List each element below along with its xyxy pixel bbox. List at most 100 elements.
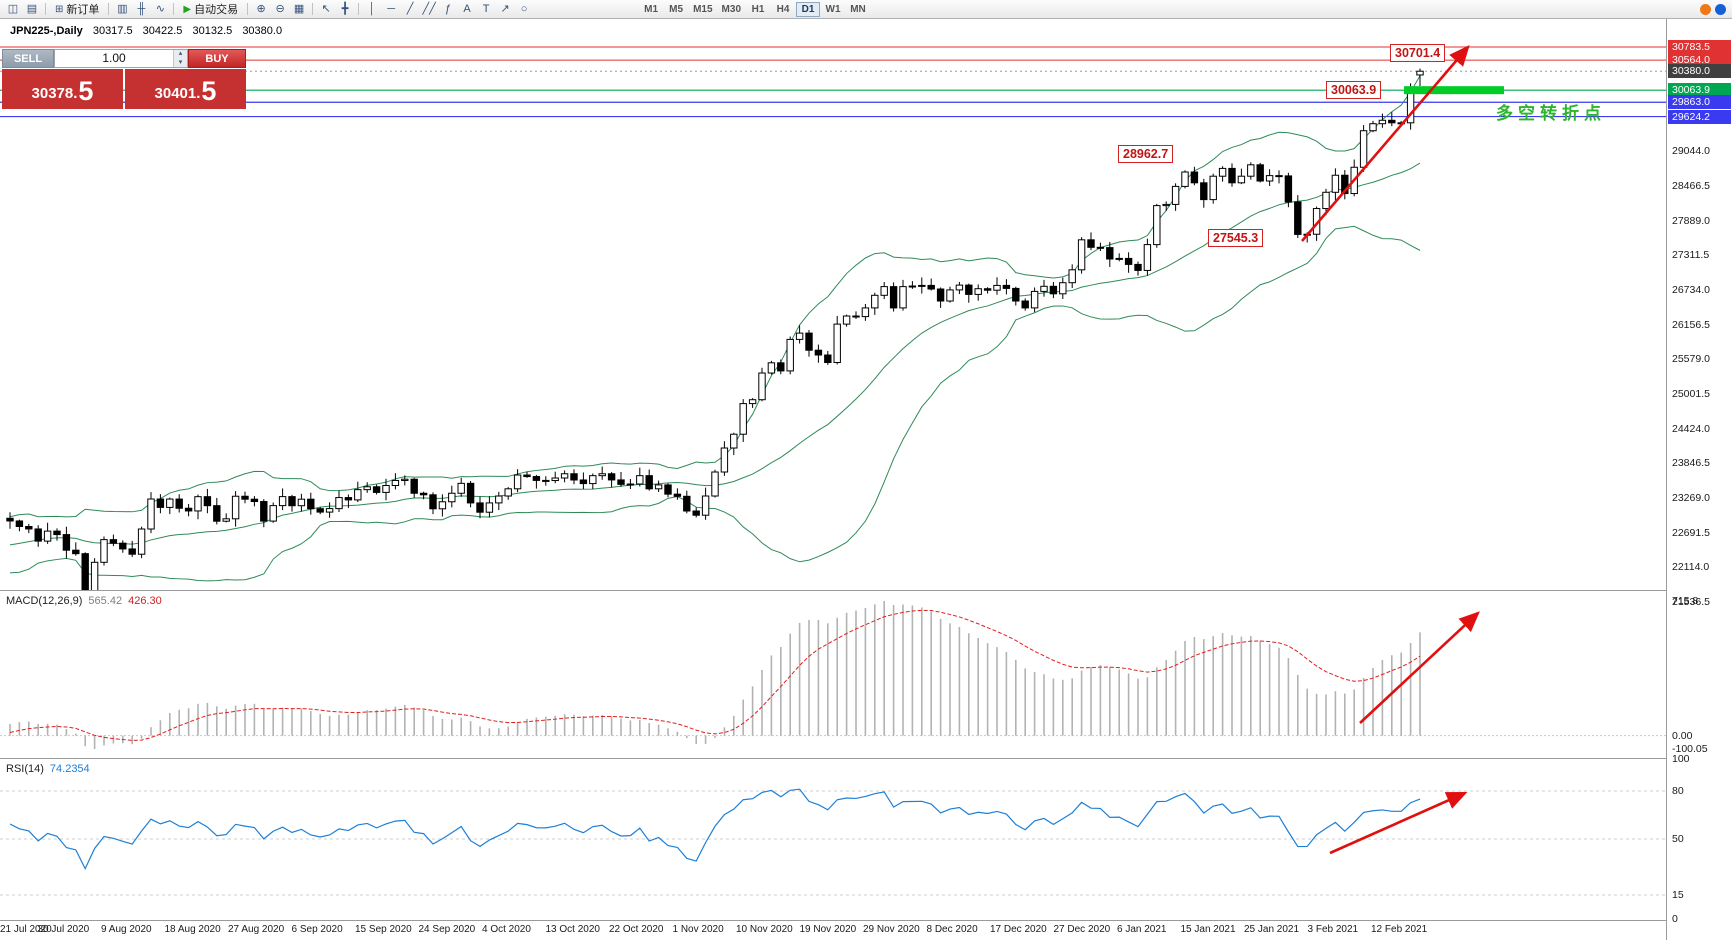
date-label: 9 Aug 2020 xyxy=(101,924,152,935)
play-icon: ▶ xyxy=(183,3,192,15)
sell-button[interactable]: SELL xyxy=(2,49,54,68)
date-label: 6 Jan 2021 xyxy=(1117,924,1167,935)
timeframe-mn[interactable]: MN xyxy=(846,2,870,17)
new-chart-icon[interactable]: ◫ xyxy=(7,2,19,15)
buy-price-button[interactable]: 30401. 5 xyxy=(125,69,246,109)
timeframe-m5[interactable]: M5 xyxy=(664,2,688,17)
sell-price-button[interactable]: 30378. 5 xyxy=(2,69,123,109)
arrow-tool-icon[interactable]: ↗ xyxy=(500,2,510,15)
trendline-icon[interactable]: ╱ xyxy=(406,2,414,15)
horizontal-line-icon[interactable]: ─ xyxy=(387,2,395,15)
bar-chart-icon[interactable]: ▥ xyxy=(117,2,128,15)
buy-button[interactable]: BUY xyxy=(188,49,246,68)
date-label: 27 Dec 2020 xyxy=(1053,924,1111,935)
toolbar-right-group xyxy=(1700,3,1728,15)
time-axis: 21 Jul 2020 30 Jul 2020 9 Aug 2020 18 Aug 2… xyxy=(0,921,1666,940)
timeframe-h1[interactable]: H1 xyxy=(746,2,770,17)
text-tool-icon[interactable]: A xyxy=(463,2,471,15)
rsi-indicator-label: RSI(14) 74.2354 xyxy=(6,763,90,775)
toolbar-separator xyxy=(45,3,46,15)
timeframe-d1[interactable]: D1 xyxy=(796,1,820,17)
price-tick: 26156.5 xyxy=(1672,318,1710,331)
timeframe-m1[interactable]: M1 xyxy=(639,2,663,17)
cursor-icon[interactable]: ↖ xyxy=(321,2,331,15)
crosshair-icon[interactable]: ╋ xyxy=(341,2,349,15)
panel-splitter[interactable] xyxy=(0,758,1732,759)
buy-price-pip: 5 xyxy=(201,76,217,106)
timeframe-w1[interactable]: W1 xyxy=(821,2,845,17)
volume-spinner: ▴ ▾ xyxy=(173,50,187,67)
volume-increase-button[interactable]: ▴ xyxy=(174,50,187,59)
price-callout[interactable]: 30701.4 xyxy=(1390,44,1446,62)
date-label: 10 Nov 2020 xyxy=(736,924,793,935)
shapes-tool-icon[interactable]: ○ xyxy=(520,2,528,15)
volume-input[interactable]: 1.00 ▴ ▾ xyxy=(54,49,188,68)
date-label: 6 Sep 2020 xyxy=(291,924,343,935)
date-label: 21 Jul 2020 xyxy=(0,924,52,935)
auto-trading-button[interactable]: ▶ 自动交易 xyxy=(178,1,243,17)
bar-high-value: 30422.5 xyxy=(142,25,183,37)
tile-windows-icon[interactable]: ▦ xyxy=(293,2,305,15)
price-tick: 25579.0 xyxy=(1672,353,1710,366)
label-tool-icon[interactable]: T xyxy=(482,2,490,15)
date-label: 13 Oct 2020 xyxy=(545,924,600,935)
date-label: 24 Sep 2020 xyxy=(418,924,476,935)
price-tick: 28466.5 xyxy=(1672,180,1710,193)
profiles-icon[interactable]: ▤ xyxy=(26,2,38,15)
rsi-line xyxy=(9,788,1421,870)
status-icon[interactable] xyxy=(1715,3,1726,15)
channel-icon[interactable]: ╱╱ xyxy=(422,2,436,15)
chart-window[interactable]: 715.8 0.00 -100.05 100 80 50 15 0 29044.0 28466.5… xyxy=(0,19,1732,940)
price-tag: 30380.0 xyxy=(1668,64,1731,79)
panel-splitter[interactable] xyxy=(0,590,1732,591)
notification-icon[interactable] xyxy=(1700,3,1711,15)
date-label: 15 Jan 2021 xyxy=(1180,924,1236,935)
price-callout[interactable]: 28962.7 xyxy=(1118,145,1174,163)
price-callout[interactable]: 30063.9 xyxy=(1326,81,1382,99)
price-tag: 29863.0 xyxy=(1668,95,1731,110)
panel-splitter[interactable] xyxy=(0,920,1732,921)
rsi-canvas[interactable] xyxy=(0,759,1666,920)
volume-decrease-button[interactable]: ▾ xyxy=(174,58,187,67)
rsi-value: 74.2354 xyxy=(49,763,90,775)
line-chart-icon[interactable]: ∿ xyxy=(155,2,165,15)
macd-main-value: 565.42 xyxy=(88,595,123,607)
rsi-axis-value: 80 xyxy=(1672,785,1684,797)
main-chart-canvas[interactable] xyxy=(0,19,1666,590)
bar-close-value: 30380.0 xyxy=(242,25,283,37)
date-label: 18 Aug 2020 xyxy=(164,924,221,935)
trend-arrow xyxy=(1329,791,1468,855)
vertical-line-icon[interactable]: │ xyxy=(368,2,376,15)
date-label: 17 Dec 2020 xyxy=(990,924,1047,935)
price-tick: 23846.5 xyxy=(1672,457,1710,470)
price-callout[interactable]: 27545.3 xyxy=(1208,229,1264,247)
price-tag: 29624.2 xyxy=(1668,109,1731,124)
auto-trading-label: 自动交易 xyxy=(194,4,239,16)
toolbar-separator xyxy=(358,3,360,15)
timeframe-h4[interactable]: H4 xyxy=(771,2,795,17)
timeframe-m15[interactable]: M15 xyxy=(689,2,716,17)
rsi-name: RSI(14) xyxy=(6,763,44,775)
zoom-out-icon[interactable]: ⊖ xyxy=(275,2,285,15)
turning-point-note[interactable]: 多空转折点 xyxy=(1496,104,1606,123)
rsi-axis-value: 15 xyxy=(1672,889,1684,901)
fibonacci-icon[interactable]: ƒ xyxy=(445,2,452,15)
candle-chart-icon[interactable]: ╫ xyxy=(137,2,146,15)
one-click-trading-panel: SELL 1.00 ▴ ▾ BUY 30378. 5 30401. 5 xyxy=(2,49,246,109)
macd-axis-value: 715.8 xyxy=(1672,595,1699,607)
date-label: 19 Nov 2020 xyxy=(799,924,857,935)
date-label: 8 Dec 2020 xyxy=(926,924,978,935)
toolbar-separator xyxy=(108,3,110,15)
zoom-in-icon[interactable]: ⊕ xyxy=(256,2,266,15)
date-label: 22 Oct 2020 xyxy=(609,924,664,935)
macd-histogram xyxy=(9,601,1421,749)
price-tick: 21536.5 xyxy=(1672,595,1710,608)
timeframe-m30[interactable]: M30 xyxy=(718,2,745,17)
macd-canvas[interactable] xyxy=(0,591,1666,758)
sell-price-value: 30378. xyxy=(31,85,78,102)
new-order-button[interactable]: ⊞ 新订单 xyxy=(50,1,104,17)
one-click-price-row: 30378. 5 30401. 5 xyxy=(2,69,246,109)
date-label: 29 Nov 2020 xyxy=(863,924,920,935)
bar-low-value: 30132.5 xyxy=(192,25,233,37)
